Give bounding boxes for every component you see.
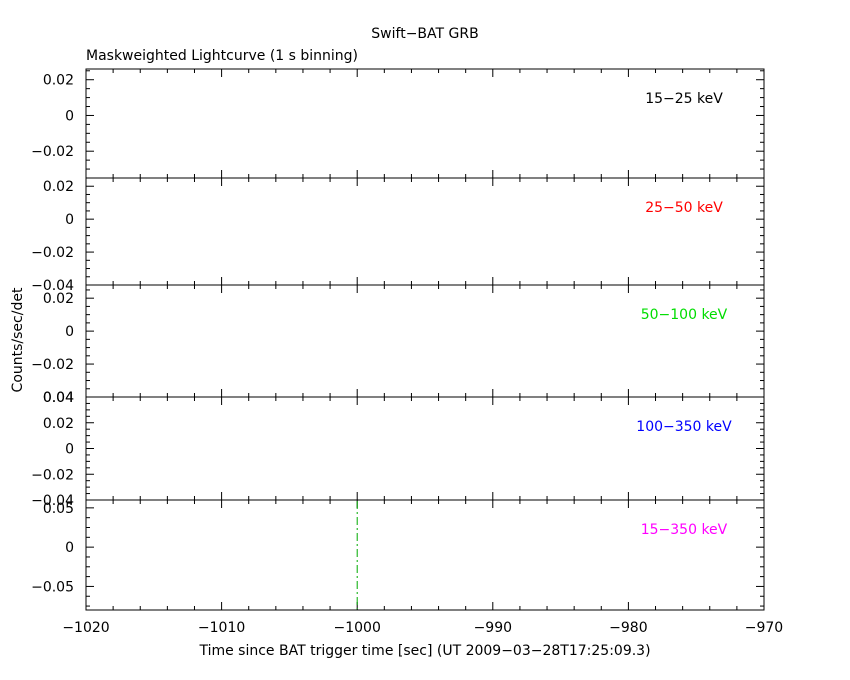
energy-band-label: 15−350 keV	[641, 522, 728, 538]
chart-title: Swift−BAT GRB	[371, 26, 478, 42]
x-axis: −1020 −1010 −1000 −990 −980 −970	[62, 620, 783, 636]
panel-frame	[85, 177, 765, 286]
y-tick-label: 0.02	[43, 416, 74, 432]
panel-2: 0.02 0 −0.02 −0.04 25−50 keV	[31, 177, 765, 294]
y-tick-label: 0.02	[43, 291, 74, 307]
panel-frame	[85, 396, 765, 501]
panel-1: 0.02 0 −0.02 15−25 keV	[31, 68, 765, 179]
y-tick-label: −0.02	[31, 245, 74, 261]
y-tick-label: −0.02	[31, 467, 74, 483]
x-tick-label: −1000	[334, 620, 381, 636]
panel-frame	[85, 284, 765, 398]
x-tick-label: −1020	[62, 620, 109, 636]
y-tick-label: −0.05	[31, 579, 74, 595]
y-tick-label: 0.04	[43, 390, 74, 406]
x-tick-label: −990	[474, 620, 512, 636]
y-tick-label: 0	[65, 442, 74, 458]
panel-frame	[85, 68, 765, 179]
panel-frame	[85, 499, 765, 611]
energy-band-label: 25−50 keV	[645, 200, 723, 216]
x-tick-label: −980	[609, 620, 647, 636]
panel-3: 0.02 0 −0.02 0.04 50−100 keV	[31, 284, 765, 406]
y-tick-label: 0	[65, 108, 74, 124]
y-tick-label: 0	[65, 540, 74, 556]
y-tick-label: −0.04	[31, 278, 74, 294]
energy-band-label: 100−350 keV	[636, 419, 732, 435]
y-tick-label: 0.02	[43, 179, 74, 195]
y-axis-label: Counts/sec/det	[10, 287, 26, 392]
panel-4: 0.04 0.02 0 −0.02 −0.04 100−350 keV	[31, 390, 765, 509]
y-tick-label: 0.05	[43, 501, 74, 517]
panel-5: 0.05 0 −0.05 15−350 keV	[31, 499, 765, 611]
y-tick-label: 0.04	[43, 390, 74, 406]
y-tick-label: −0.02	[31, 357, 74, 373]
y-tick-label: −0.04	[31, 493, 74, 509]
y-tick-label: −0.02	[31, 144, 74, 160]
x-tick-label: −1010	[198, 620, 245, 636]
panel-group: 0.02 0 −0.02 15−25 keV 0.02 0 −0.02 −0.04 25−50 …	[31, 68, 765, 611]
chart-subtitle: Maskweighted Lightcurve (1 s binning)	[86, 48, 358, 64]
energy-band-label: 15−25 keV	[645, 91, 723, 107]
y-tick-label: 0.02	[43, 73, 74, 89]
y-tick-label: 0	[65, 212, 74, 228]
x-tick-label: −970	[745, 620, 783, 636]
y-tick-label: 0	[65, 324, 74, 340]
x-axis-label: Time since BAT trigger time [sec] (UT 20…	[198, 643, 650, 659]
energy-band-label: 50−100 keV	[641, 307, 728, 323]
